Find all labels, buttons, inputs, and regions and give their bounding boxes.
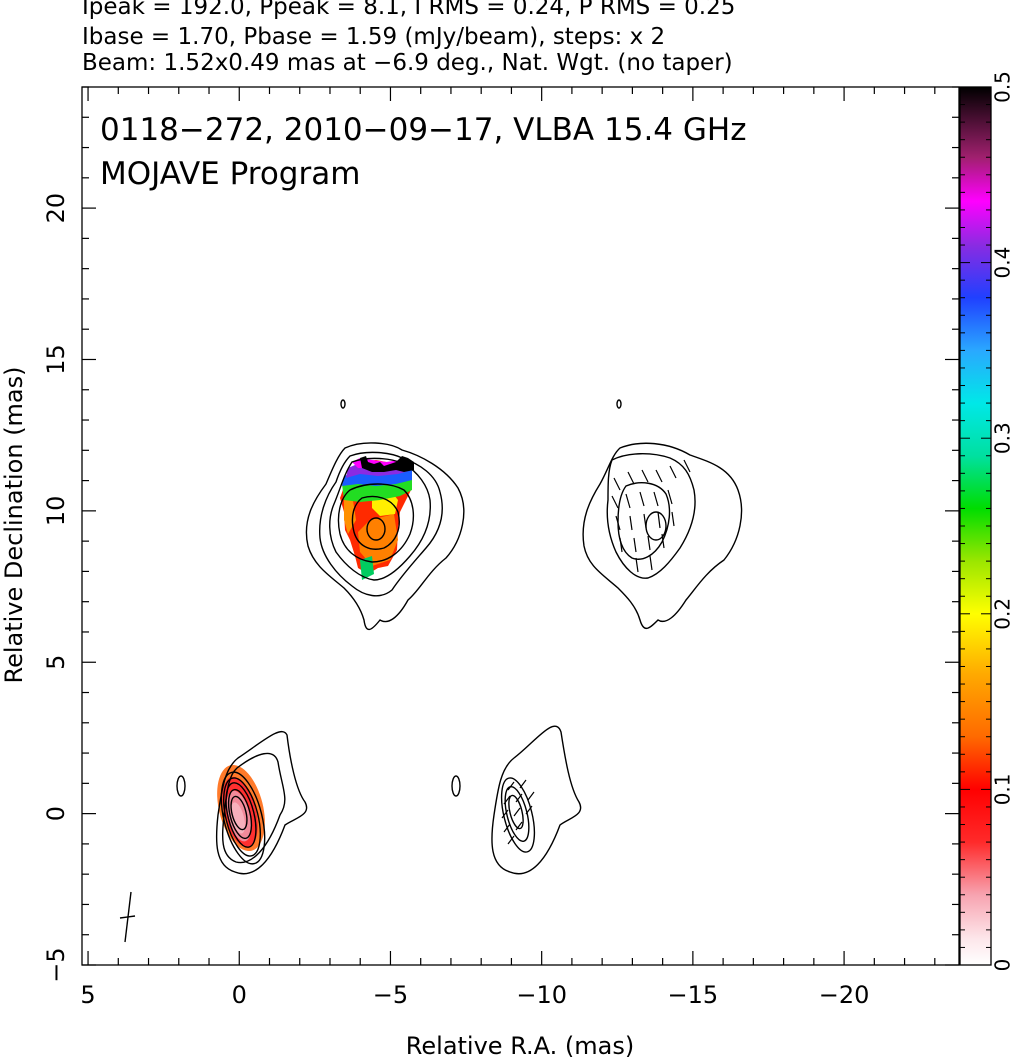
y-tick-labels: −5 0 5 10 15 20: [42, 193, 70, 983]
colorbar-ticks: [960, 86, 991, 966]
colorbar-tick-label: 0.2: [991, 598, 1015, 630]
colorbar-tick-label: 0: [991, 959, 1015, 972]
header-line-1: Ipeak = 192.0, Ppeak = 8.1, I RMS = 0.24…: [82, 0, 736, 20]
jet-contours-right: [582, 399, 743, 629]
plot-frame: [81, 86, 960, 966]
y-tick-label: 0: [42, 806, 70, 821]
x-axis-label: Relative R.A. (mas): [406, 1032, 634, 1060]
colorbar-tick-label: 0.4: [991, 247, 1015, 279]
colorbar-tick-label: 0.1: [991, 773, 1015, 805]
colorbar: [960, 87, 991, 965]
jet-polarization-vectors: [611, 459, 691, 573]
y-tick-label: −5: [42, 947, 70, 982]
core-polarization-vectors: [501, 779, 535, 845]
core-contours-left: [176, 730, 308, 875]
chart-subtitle: MOJAVE Program: [100, 156, 360, 192]
image-area: [119, 399, 743, 943]
chart-title: 0118−272, 2010−09−17, VLBA 15.4 GHz: [100, 112, 746, 148]
core-contours-right: [451, 725, 582, 875]
x-tick-label: −10: [516, 981, 567, 1009]
x-tick-labels: 5 0 −5 −10 −15 −20: [80, 981, 869, 1009]
x-tick-label: 0: [232, 981, 247, 1009]
jet-contours-left: [305, 399, 465, 631]
jet-polarization-color: [340, 456, 414, 580]
colorbar-tick-label: 0.3: [991, 422, 1015, 454]
y-tick-label: 20: [42, 193, 70, 224]
header-line-3: Beam: 1.52x0.49 mas at −6.9 deg., Nat. W…: [82, 50, 733, 76]
x-tick-label: −20: [819, 981, 870, 1009]
y-tick-label: 10: [42, 496, 70, 527]
axis-ticks: [82, 86, 959, 966]
colorbar-tick-label: 0.5: [991, 71, 1015, 103]
colorbar-tick-labels: 0 0.1 0.2 0.3 0.4 0.5: [991, 71, 1015, 971]
y-tick-label: 5: [42, 655, 70, 670]
header-line-2: Ibase = 1.70, Pbase = 1.59 (mJy/beam), s…: [82, 24, 666, 50]
x-tick-label: −15: [668, 981, 719, 1009]
y-axis-label: Relative Declination (mas): [0, 366, 28, 683]
x-tick-label: −5: [373, 981, 408, 1009]
x-tick-label: 5: [80, 981, 95, 1009]
y-tick-label: 15: [42, 344, 70, 375]
beam-symbol: [119, 891, 136, 943]
